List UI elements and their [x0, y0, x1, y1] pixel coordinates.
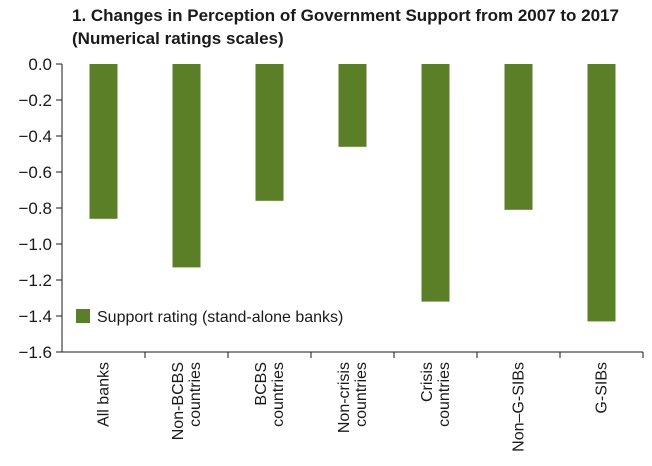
y-tick-label: −1.4 [18, 307, 52, 326]
x-category-label: Non-crisis countries [336, 362, 370, 433]
y-tick-label: −1.6 [18, 343, 52, 362]
x-tick-label: countries [270, 362, 287, 427]
y-tick-label: −1.0 [18, 235, 52, 254]
x-category-label: G-SIBs [594, 362, 611, 414]
bar [172, 64, 201, 268]
bar [255, 64, 284, 201]
x-tick-label: countries [353, 362, 370, 427]
x-category-label: Non-BCBS countries [170, 362, 204, 440]
bars [89, 64, 616, 322]
x-tick-label: Non–G-SIBs [511, 362, 528, 452]
bar [587, 64, 616, 322]
y-tick-label: −0.4 [18, 127, 52, 146]
x-category-label: Non–G-SIBs [511, 362, 528, 452]
x-tick-label: BCBS [253, 362, 270, 406]
axes: 0.0 −0.2 −0.4 −0.6 −0.8 −1.0 −1.2 −1.4 −1.6 All b… [18, 55, 644, 452]
bar [421, 64, 450, 302]
x-tick-label: Non-crisis [336, 362, 353, 433]
bar [338, 64, 367, 147]
y-tick-label: −0.6 [18, 163, 52, 182]
legend: Support rating (stand-alone banks) [76, 309, 343, 326]
x-tick-label: All banks [96, 362, 113, 427]
legend-label: Support rating (stand-alone banks) [97, 309, 343, 326]
bar [504, 64, 533, 210]
chart-title-line-1: 1. Changes in Perception of Government S… [72, 6, 619, 25]
x-category-label: BCBS countries [253, 362, 287, 427]
y-tick-label: 0.0 [28, 55, 52, 74]
x-tick-label: Crisis [419, 362, 436, 402]
x-tick-label: Non-BCBS [170, 362, 187, 440]
x-tick-label: G-SIBs [594, 362, 611, 414]
chart-title-line-2: (Numerical ratings scales) [72, 29, 284, 48]
x-category-label: All banks [96, 362, 113, 427]
x-tick-label: countries [187, 362, 204, 427]
x-category-label: Crisis countries [419, 362, 453, 427]
x-tick-label: countries [436, 362, 453, 427]
y-tick-label: −0.8 [18, 199, 52, 218]
bar [89, 64, 118, 219]
legend-swatch [76, 309, 90, 323]
y-tick-label: −1.2 [18, 271, 52, 290]
y-tick-label: −0.2 [18, 91, 52, 110]
